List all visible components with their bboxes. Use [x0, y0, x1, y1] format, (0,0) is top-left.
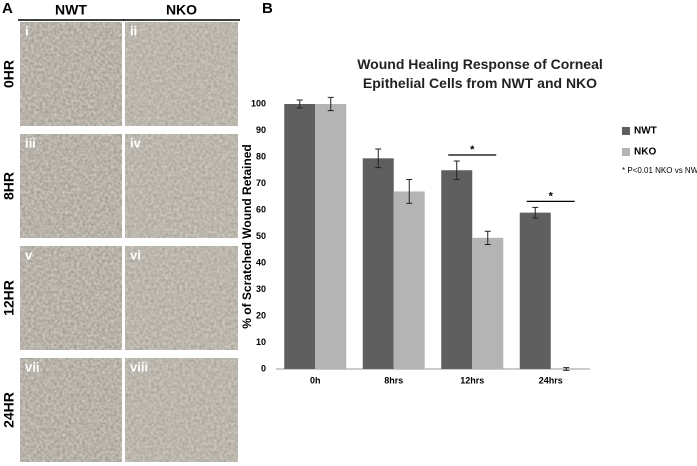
y-tick-label: 40 — [256, 257, 266, 267]
x-tick-label: 8hrs — [384, 375, 403, 385]
bar — [441, 170, 473, 369]
y-tick-label: 20 — [256, 310, 266, 320]
micrograph-texture — [125, 358, 238, 462]
row-label: 0HR — [1, 60, 17, 88]
legend-label: NWT — [634, 126, 657, 137]
y-tick-label: 10 — [256, 337, 266, 347]
error-bar — [532, 206, 539, 219]
row-label: 12HR — [1, 280, 17, 316]
row-label: 8HR — [1, 172, 17, 200]
significance-marker: * — [470, 144, 475, 156]
significance-marker: * — [549, 190, 554, 202]
panel-label: B — [262, 0, 273, 17]
column-header: NKO — [166, 2, 197, 18]
panel-numeral: i — [25, 23, 29, 38]
bar — [519, 212, 551, 369]
micrograph-texture — [20, 22, 122, 126]
micrograph-texture — [125, 246, 238, 350]
y-tick-label: 80 — [256, 151, 266, 161]
panel-label: A — [2, 0, 13, 17]
row-label: 24HR — [1, 392, 17, 428]
bar — [393, 191, 425, 369]
panel-numeral: viii — [130, 359, 148, 374]
error-bar — [406, 179, 413, 204]
error-bar — [296, 99, 303, 109]
micrograph-texture — [125, 134, 238, 238]
panel-numeral: v — [25, 247, 33, 262]
y-tick-label: 100 — [251, 98, 266, 108]
legend-swatch — [622, 148, 630, 156]
legend-label: NKO — [634, 147, 656, 158]
bar — [284, 104, 316, 369]
x-tick-label: 24hrs — [539, 375, 563, 385]
panel-numeral: iv — [130, 135, 142, 150]
error-bar — [453, 160, 460, 181]
bar — [362, 158, 394, 369]
error-bar — [563, 367, 570, 371]
error-bar — [327, 96, 334, 112]
micrograph-texture — [20, 358, 122, 462]
chart-title: Wound Healing Response of Corneal Epithe… — [357, 56, 603, 91]
x-tick-label: 0h — [310, 375, 321, 385]
panel-numeral: vii — [25, 359, 39, 374]
y-axis-label: % of Scratched Wound Retained — [240, 144, 254, 328]
micrograph-texture — [20, 134, 122, 238]
y-tick-label: 50 — [256, 231, 266, 241]
y-tick-label: 90 — [256, 125, 266, 135]
bar — [472, 237, 504, 369]
legend-swatch — [622, 127, 630, 135]
footnote: * P<0.01 NKO vs NWT — [622, 166, 697, 175]
y-tick-label: 70 — [256, 178, 266, 188]
column-header: NWT — [55, 2, 87, 18]
panel-numeral: iii — [25, 135, 36, 150]
error-bar — [375, 148, 382, 169]
micrograph-texture — [125, 22, 238, 126]
y-tick-label: 0 — [261, 363, 266, 373]
panel-numeral: vi — [130, 247, 141, 262]
y-tick-label: 60 — [256, 204, 266, 214]
y-tick-label: 30 — [256, 284, 266, 294]
error-bar — [484, 230, 491, 245]
bar — [315, 104, 347, 369]
micrograph-texture — [20, 246, 122, 350]
panel-numeral: ii — [130, 23, 137, 38]
x-tick-label: 12hrs — [460, 375, 484, 385]
